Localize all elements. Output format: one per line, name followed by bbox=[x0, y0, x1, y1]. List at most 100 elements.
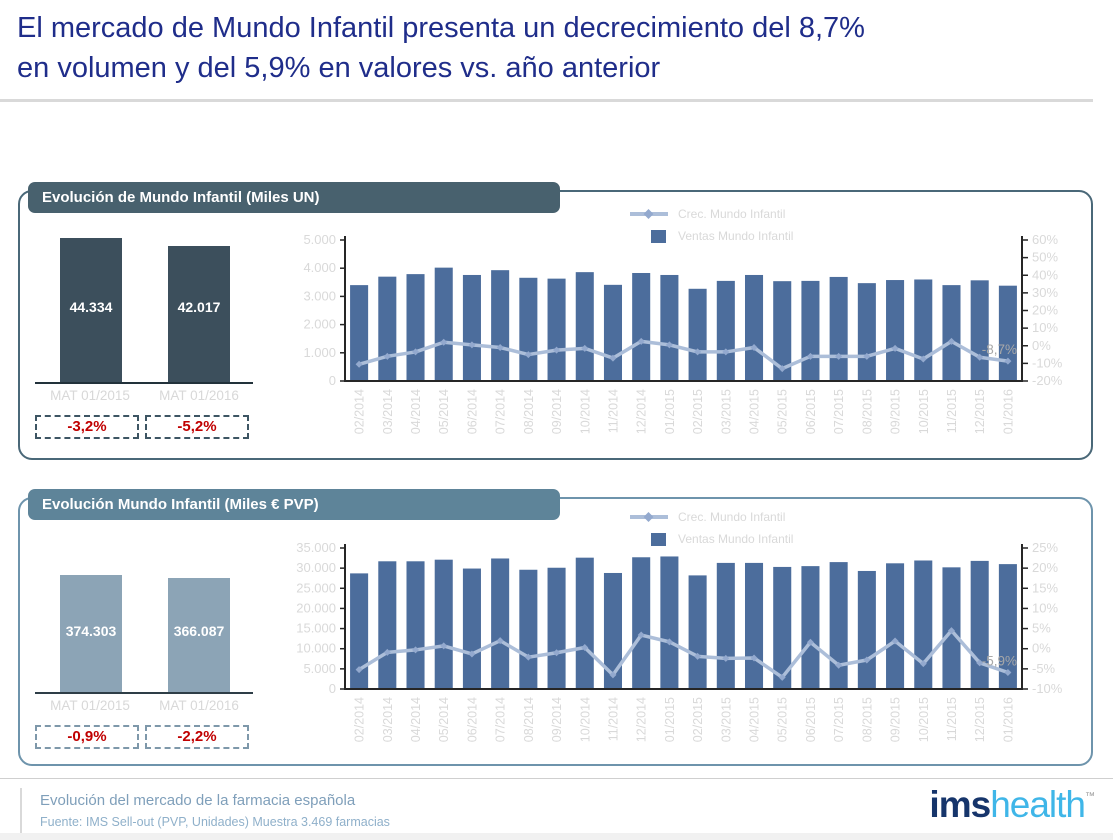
crec-marker bbox=[1004, 357, 1012, 365]
crec-marker bbox=[383, 648, 391, 656]
crec-marker bbox=[665, 341, 673, 349]
monthly-combo-chart-volume: 0 1.000 2.000 3.000 4.000 5.000 -20% -10% 0% 10% 2… bbox=[303, 232, 1062, 434]
crec-marker bbox=[355, 666, 363, 674]
right-axis-label: 50% bbox=[1032, 250, 1058, 265]
footer-context: Evolución del mercado de la farmacia esp… bbox=[40, 792, 356, 809]
crec-marker bbox=[524, 351, 532, 359]
x-axis-label: 10/2014 bbox=[578, 697, 592, 742]
logo-trademark: ™ bbox=[1085, 791, 1095, 802]
ventas-bar bbox=[886, 280, 905, 381]
left-axis-label: 25.000 bbox=[296, 580, 336, 595]
crec-marker bbox=[581, 344, 589, 352]
crec-marker bbox=[947, 337, 955, 345]
x-axis-label: 09/2015 bbox=[889, 697, 903, 742]
crec-marker bbox=[496, 637, 504, 645]
crec-marker bbox=[1004, 668, 1012, 676]
ventas-bar bbox=[378, 561, 397, 689]
x-axis-label: 10/2014 bbox=[578, 389, 592, 434]
ventas-bar bbox=[744, 562, 764, 689]
crec-marker bbox=[722, 654, 730, 662]
bar-swatch bbox=[651, 229, 666, 243]
ventas-bar bbox=[547, 278, 566, 381]
ventas-bar bbox=[773, 281, 792, 381]
ventas-bar bbox=[942, 285, 961, 381]
crec-line bbox=[358, 628, 1009, 680]
x-axis-label: 07/2014 bbox=[494, 697, 508, 742]
x-axis-label: 01/2015 bbox=[663, 697, 677, 742]
ventas-bar bbox=[575, 557, 594, 689]
page-title-line2: en volumen y del 5,9% en valores vs. año… bbox=[17, 52, 661, 84]
x-axis-label: 07/2014 bbox=[494, 389, 508, 434]
legend-label: Ventas Mundo Infantil bbox=[678, 229, 794, 243]
x-axis-label: 09/2015 bbox=[889, 389, 903, 434]
x-axis-label: 03/2015 bbox=[719, 389, 733, 434]
ventas-bar bbox=[603, 284, 623, 381]
x-axis-label: 03/2014 bbox=[381, 389, 395, 434]
crec-marker bbox=[891, 637, 899, 645]
right-axis-label: -10% bbox=[1032, 681, 1063, 696]
summary-chart-value: 374.303 366.087 MAT 01/2015 MAT 01/2016 … bbox=[35, 535, 255, 765]
crec-marker bbox=[412, 348, 420, 356]
x-axis-label: 08/2014 bbox=[522, 389, 536, 434]
x-axis-label: 06/2015 bbox=[804, 389, 818, 434]
right-axis-label: 60% bbox=[1032, 232, 1058, 247]
left-axis-label: 0 bbox=[329, 681, 336, 696]
x-axis-label: 02/2014 bbox=[353, 697, 367, 742]
x-axis-label: 06/2014 bbox=[465, 697, 479, 742]
left-axis-label: 2.000 bbox=[303, 317, 336, 332]
crec-marker bbox=[412, 646, 420, 654]
summary-baseline bbox=[35, 692, 253, 694]
ventas-bar bbox=[434, 559, 453, 689]
x-axis-label: 07/2015 bbox=[832, 389, 846, 434]
ventas-bar bbox=[688, 575, 707, 689]
crec-marker bbox=[919, 660, 927, 668]
right-axis-label: 40% bbox=[1032, 267, 1058, 282]
crec-marker bbox=[637, 337, 645, 345]
left-axis-label: 30.000 bbox=[296, 560, 336, 575]
left-axis-label: 35.000 bbox=[296, 540, 336, 555]
crec-marker bbox=[609, 354, 617, 362]
ventas-bar bbox=[350, 285, 369, 381]
ventas-bar bbox=[575, 272, 594, 381]
x-axis-label: 06/2014 bbox=[465, 389, 479, 434]
x-axis-label: 10/2015 bbox=[917, 389, 931, 434]
footer-divider bbox=[0, 778, 1113, 779]
ventas-bar bbox=[970, 280, 989, 381]
footer-accent-bar bbox=[20, 788, 22, 833]
ventas-bar bbox=[829, 276, 848, 381]
ventas-bar bbox=[716, 280, 735, 381]
left-axis-label: 1.000 bbox=[303, 345, 336, 360]
x-axis-label: 11/2015 bbox=[945, 697, 959, 741]
summary-bar bbox=[60, 575, 122, 692]
x-axis-label: 12/2014 bbox=[635, 697, 649, 742]
right-axis-label: 10% bbox=[1032, 600, 1058, 615]
x-axis-label: 12/2015 bbox=[973, 697, 987, 742]
line-end-label: -8,7% bbox=[982, 342, 1017, 357]
monthly-combo-chart-value: 0 5.000 10.000 15.000 20.000 25.000 30.000 35.0… bbox=[296, 540, 1063, 742]
crec-marker bbox=[806, 638, 814, 646]
ventas-bar bbox=[660, 274, 679, 381]
x-axis-label: 04/2014 bbox=[409, 697, 423, 742]
right-axis-label: 20% bbox=[1032, 560, 1058, 575]
x-axis-label: 11/2015 bbox=[945, 389, 959, 433]
crec-marker bbox=[440, 642, 448, 650]
summary-category-label: MAT 01/2015 bbox=[50, 698, 130, 713]
ventas-bar bbox=[491, 270, 510, 381]
crec-marker bbox=[947, 627, 955, 635]
ventas-bar bbox=[829, 562, 848, 689]
ventas-bar bbox=[998, 285, 1017, 381]
left-axis-label: 20.000 bbox=[296, 600, 336, 615]
growth-badge: -5,2% bbox=[145, 415, 249, 439]
logo-ims: ims bbox=[929, 784, 991, 825]
growth-badge: -0,9% bbox=[35, 725, 139, 749]
crec-marker bbox=[778, 365, 786, 373]
ventas-bar bbox=[406, 274, 425, 381]
legend-item-bar: Ventas Mundo Infantil bbox=[630, 225, 860, 247]
x-axis-label: 02/2014 bbox=[353, 389, 367, 434]
x-axis-label: 01/2016 bbox=[1001, 389, 1015, 434]
line-end-label: -5,9% bbox=[982, 653, 1017, 668]
page-title-line1: El mercado de Mundo Infantil presenta un… bbox=[17, 12, 865, 44]
bar-swatch bbox=[651, 532, 666, 546]
growth-badge: -2,2% bbox=[145, 725, 249, 749]
crec-marker bbox=[778, 673, 786, 681]
